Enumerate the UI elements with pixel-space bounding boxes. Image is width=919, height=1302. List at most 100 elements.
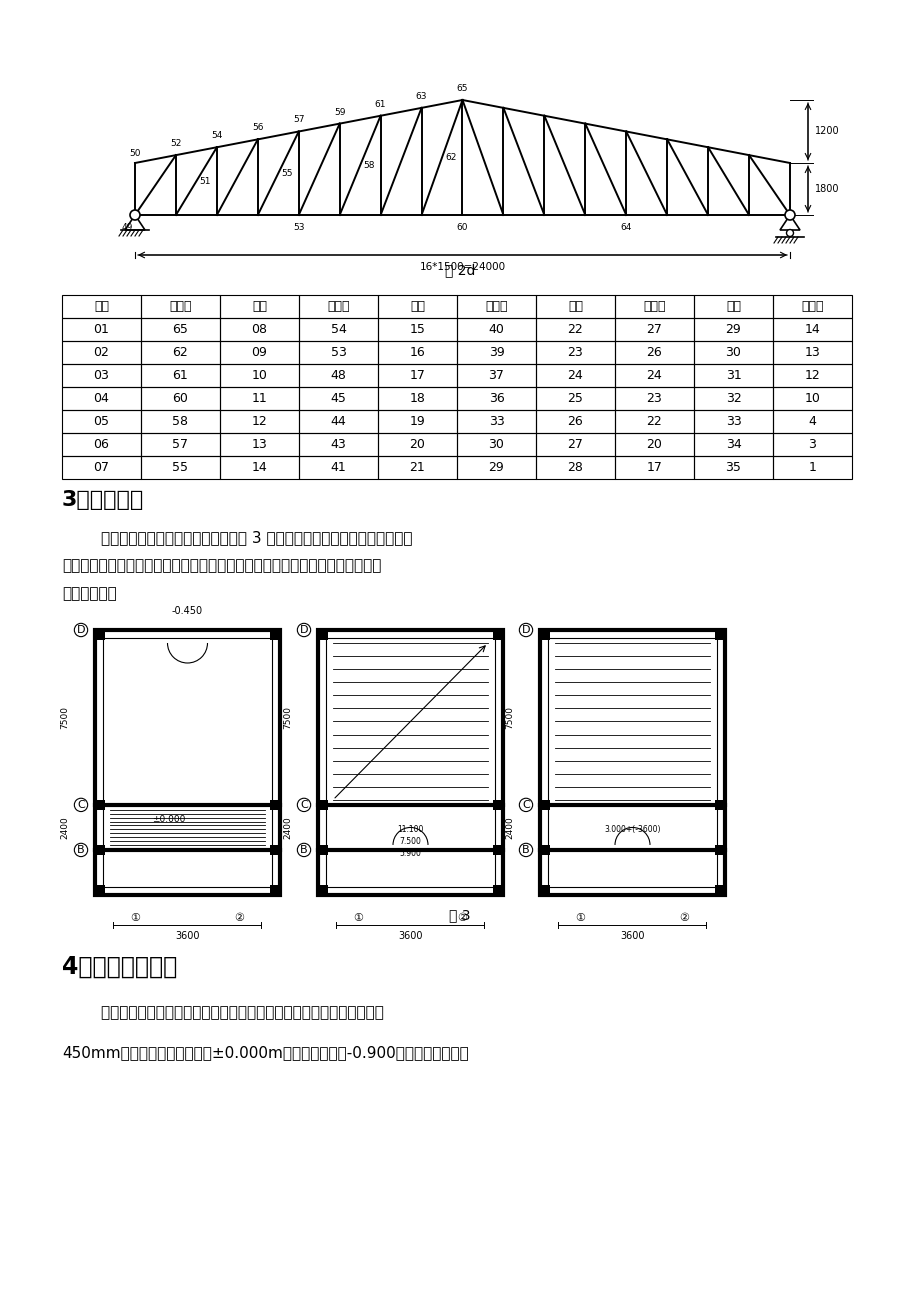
Text: 22: 22 xyxy=(567,323,583,336)
Text: C: C xyxy=(77,799,85,810)
Bar xyxy=(299,410,378,434)
Bar xyxy=(299,387,378,410)
Bar xyxy=(269,845,279,855)
Bar xyxy=(378,318,457,341)
Bar xyxy=(220,341,299,365)
Text: 17: 17 xyxy=(409,368,425,381)
Text: 24: 24 xyxy=(646,368,662,381)
Text: 43: 43 xyxy=(330,437,346,450)
Bar xyxy=(693,387,772,410)
Bar xyxy=(141,434,220,456)
Bar xyxy=(299,434,378,456)
Text: 学号: 学号 xyxy=(567,299,583,312)
Text: 1800: 1800 xyxy=(814,184,839,194)
Text: 50: 50 xyxy=(129,148,141,158)
Bar xyxy=(141,365,220,387)
Bar xyxy=(318,630,328,641)
Text: 3600: 3600 xyxy=(398,931,423,941)
Text: 21: 21 xyxy=(409,461,425,474)
Bar xyxy=(772,410,851,434)
Bar xyxy=(457,387,536,410)
Text: 15: 15 xyxy=(409,323,425,336)
Bar xyxy=(62,387,141,410)
Circle shape xyxy=(784,210,794,220)
Text: 1200: 1200 xyxy=(814,126,839,137)
Text: 图 2d: 图 2d xyxy=(444,263,475,277)
Text: 36: 36 xyxy=(488,392,504,405)
Text: ±0.000: ±0.000 xyxy=(153,815,186,824)
Text: 24: 24 xyxy=(567,368,583,381)
Bar xyxy=(536,296,614,318)
Bar xyxy=(457,341,536,365)
Text: 61: 61 xyxy=(374,100,386,109)
Bar xyxy=(693,434,772,456)
Bar xyxy=(62,456,141,479)
Text: 65: 65 xyxy=(456,85,468,92)
Bar xyxy=(378,410,457,434)
Bar xyxy=(536,456,614,479)
Text: 29: 29 xyxy=(725,323,741,336)
Bar xyxy=(772,296,851,318)
Text: 41: 41 xyxy=(330,461,346,474)
Text: 学号: 学号 xyxy=(725,299,740,312)
Text: 59: 59 xyxy=(334,108,345,117)
Text: 1: 1 xyxy=(808,461,815,474)
Text: 53: 53 xyxy=(292,223,304,232)
Bar xyxy=(62,318,141,341)
Text: 3600: 3600 xyxy=(175,931,199,941)
Text: 23: 23 xyxy=(646,392,662,405)
Bar xyxy=(693,341,772,365)
Bar xyxy=(539,885,550,894)
Text: 27: 27 xyxy=(567,437,583,450)
Text: 05: 05 xyxy=(94,415,109,428)
Text: 35: 35 xyxy=(725,461,741,474)
Text: 57: 57 xyxy=(292,116,304,125)
Text: 60: 60 xyxy=(173,392,188,405)
Text: 14: 14 xyxy=(804,323,820,336)
Circle shape xyxy=(786,229,792,237)
Text: D: D xyxy=(76,625,85,635)
Text: 62: 62 xyxy=(445,154,456,161)
Bar xyxy=(614,318,693,341)
Text: 结构施工图。: 结构施工图。 xyxy=(62,586,117,602)
Bar xyxy=(62,410,141,434)
Text: 节点号: 节点号 xyxy=(800,299,823,312)
Text: 55: 55 xyxy=(173,461,188,474)
Bar xyxy=(536,365,614,387)
Text: 7500: 7500 xyxy=(283,706,292,729)
Bar xyxy=(95,630,279,894)
Bar xyxy=(614,410,693,434)
Bar xyxy=(95,885,105,894)
Bar xyxy=(539,630,724,894)
Text: 09: 09 xyxy=(251,346,267,359)
Bar xyxy=(141,410,220,434)
Bar xyxy=(493,630,503,641)
Text: 学号: 学号 xyxy=(410,299,425,312)
Bar xyxy=(693,365,772,387)
Text: 31: 31 xyxy=(725,368,741,381)
Text: 学号: 学号 xyxy=(252,299,267,312)
Bar xyxy=(269,630,279,641)
Bar xyxy=(378,296,457,318)
Text: ②: ② xyxy=(234,913,244,923)
Bar xyxy=(772,387,851,410)
Text: 22: 22 xyxy=(646,415,662,428)
Bar xyxy=(772,434,851,456)
Text: 06: 06 xyxy=(94,437,109,450)
Bar xyxy=(220,387,299,410)
Bar xyxy=(457,365,536,387)
Bar xyxy=(269,885,279,894)
Text: ②: ② xyxy=(457,913,467,923)
Text: 63: 63 xyxy=(415,92,426,100)
Text: 20: 20 xyxy=(409,437,425,450)
Bar xyxy=(614,387,693,410)
Text: 27: 27 xyxy=(646,323,662,336)
Text: 45: 45 xyxy=(330,392,346,405)
Text: 61: 61 xyxy=(173,368,188,381)
Bar xyxy=(493,845,503,855)
Bar xyxy=(457,318,536,341)
Bar xyxy=(693,410,772,434)
Bar xyxy=(318,799,328,810)
Bar xyxy=(536,341,614,365)
Text: 60: 60 xyxy=(456,223,468,232)
